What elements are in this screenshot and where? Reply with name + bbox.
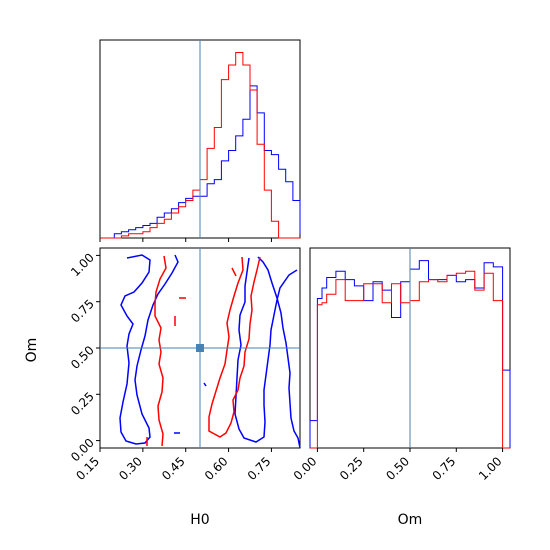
x-axis-label-om: Om (398, 512, 423, 528)
y-axis-om-tick-label: 0.75 (68, 297, 97, 326)
om-hist-series-1 (309, 260, 511, 448)
blue-contour-outer-left (119, 254, 179, 445)
x-axis-om-tick-label: 0.75 (430, 454, 459, 483)
red-contour-left (154, 255, 167, 447)
y-axis-om-tick-label: 0.25 (68, 389, 97, 418)
x-axis-label-h0: H0 (190, 512, 209, 528)
blue-contour-inner-right (234, 257, 298, 443)
blue-contour-island-mid (203, 382, 207, 387)
red-contour-right-outer (231, 267, 237, 277)
x-axis-om-tick-label: 1.00 (476, 454, 505, 483)
x-axis-h0-tick-label: 0.75 (245, 454, 274, 483)
y-axis-label-om: Om (24, 338, 40, 363)
x-axis-om-tick-label: 0.00 (291, 454, 320, 483)
y-axis-om-tick-label: 1.00 (68, 250, 97, 279)
contours (119, 254, 301, 449)
x-axis-h0-tick-label: 0.45 (159, 454, 188, 483)
x-axis-om-tick-label: 0.50 (383, 454, 412, 483)
red-contour-right (208, 256, 261, 438)
blue-contour-outer-right (257, 256, 301, 449)
x-axis-om-tick-label: 0.25 (337, 454, 366, 483)
joint-truth-marker (196, 344, 204, 352)
dynamic-marks: 0.15 0.30 0.45 0.60 0.750.000.250.500.751.00… (68, 40, 511, 483)
x-axis-h0-tick-label: 0.30 (116, 454, 145, 483)
x-axis-h0-tick-label: 0.60 (202, 454, 231, 483)
h0-hist-series-1 (100, 85, 301, 239)
y-axis-om-tick-label: 0.50 (68, 343, 97, 372)
